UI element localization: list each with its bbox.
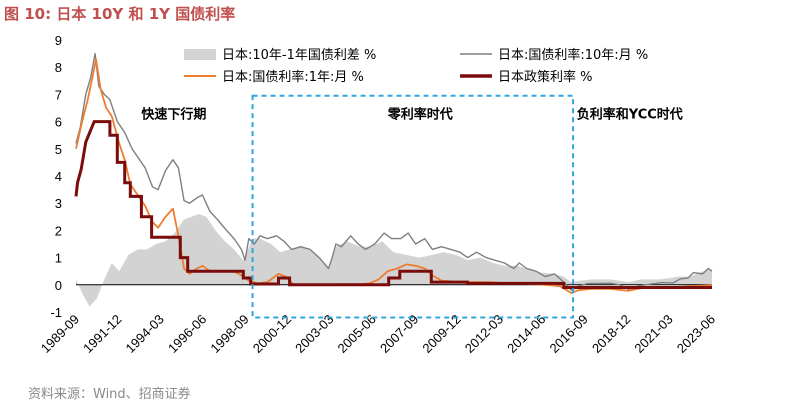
y-tick-label: 4: [55, 169, 62, 184]
x-tick-label: 1994-03: [123, 312, 167, 356]
figure-title: 图 10: 日本 10Y 和 1Y 国债利率: [4, 5, 236, 23]
y-tick-label: 8: [55, 60, 62, 75]
legend-swatch-spread: [184, 49, 216, 60]
y-tick-label: 0: [55, 278, 62, 293]
period-annotation: 快速下行期: [141, 106, 206, 122]
legend-label-yield_10y: 日本:国债利率:10年:月 %: [498, 47, 648, 63]
x-tick-label: 1991-12: [80, 312, 124, 356]
y-tick-label: 9: [55, 33, 62, 48]
series-yield-10y-line: [75, 52, 713, 291]
legend-label-yield_1y: 日本:国债利率:1年:月 %: [222, 69, 364, 85]
y-tick-label: 3: [55, 196, 62, 211]
y-tick-label: 5: [55, 142, 62, 157]
x-tick-label: 2021-03: [631, 312, 675, 356]
y-tick-label: 6: [55, 115, 62, 130]
y-tick-label: 1: [55, 251, 62, 266]
x-tick-label: 1996-06: [165, 312, 209, 356]
legend-label-policy_rate: 日本政策利率 %: [498, 69, 593, 85]
period-annotation: 负利率和YCC时代: [577, 106, 683, 122]
series-policy-rate-line: [74, 120, 712, 289]
y-tick-label: -1: [50, 305, 62, 320]
series-spread-area: [76, 214, 712, 307]
y-tick-label: 2: [55, 223, 62, 238]
x-tick-label: 1998-09: [207, 312, 251, 356]
x-tick-label: 2023-06: [674, 312, 718, 356]
x-tick-label: 2018-12: [589, 312, 633, 356]
period-annotation: 零利率时代: [387, 106, 453, 122]
source-note: 资料来源：Wind、招商证券: [28, 387, 191, 402]
zero-rate-era-box: [251, 94, 575, 319]
y-tick-label: 7: [55, 87, 62, 102]
legend-label-spread: 日本:10年-1年国债利差 %: [222, 48, 376, 63]
